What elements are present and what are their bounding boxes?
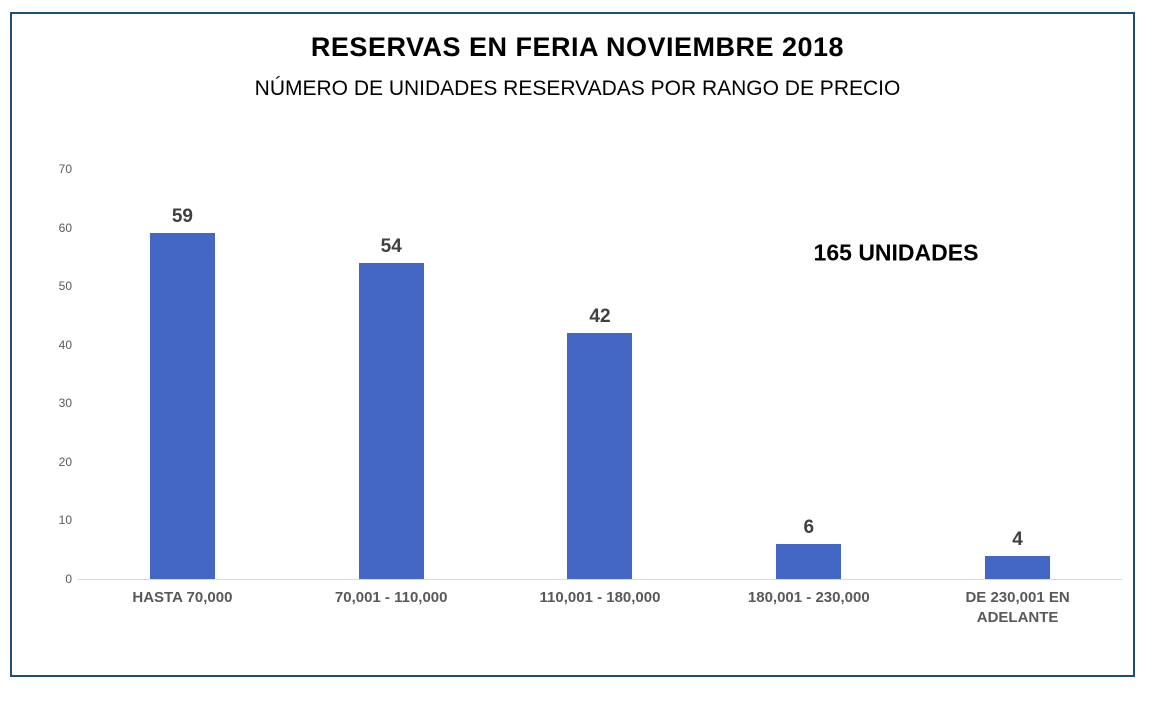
chart-title: RESERVAS EN FERIA NOVIEMBRE 2018 [310,32,845,62]
bar-value-label: 4 [1012,528,1023,550]
category-label: 180,001 - 230,000 [704,588,913,627]
plot-area: 59 54 42 6 4 [78,169,1122,580]
y-tick-label: 40 [58,337,72,352]
bar-group: 42 [496,169,705,579]
bar-group: 59 [78,169,287,579]
category-label: 110,001 - 180,000 [496,588,705,627]
y-tick-label: 50 [58,279,72,294]
y-tick-label: 20 [58,454,72,469]
bar [776,543,842,579]
category-label-text: 70,001 - 110,000 [334,589,448,606]
total-units-annotation: 165 UNIDADES [813,239,979,266]
category-label-text: 180,001 - 230,000 [747,589,870,606]
bar [567,333,633,579]
y-tick-label: 60 [58,220,72,235]
y-tick-label: 30 [58,396,72,411]
category-label: 70,001 - 110,000 [287,588,496,627]
bar-value-label: 59 [171,206,193,228]
bar-value-label: 6 [803,516,815,538]
y-tick-label: 10 [58,513,72,528]
category-label-text: DE 230,001 EN ADELANTE [965,589,1070,626]
y-tick-label: 0 [65,572,72,586]
bar-group: 6 [704,169,913,579]
bar [985,555,1051,579]
x-axis-labels: HASTA 70,000 70,001 - 110,000 110,001 - 18… [78,588,1122,627]
bar-group: 4 [913,169,1122,579]
category-label-text: HASTA 70,000 [132,589,233,606]
chart-subtitle: NÚMERO DE UNIDADES RESERVADAS POR RANGO … [254,77,901,100]
bar [149,233,215,579]
bar [358,262,424,579]
category-label: DE 230,001 EN ADELANTE [913,588,1122,627]
bar-value-label: 54 [380,235,402,257]
bar-group: 54 [287,169,496,579]
category-label: HASTA 70,000 [78,588,287,627]
bar-value-label: 42 [589,306,611,327]
y-tick-label: 70 [58,162,72,176]
category-label-text: 110,001 - 180,000 [539,589,661,606]
